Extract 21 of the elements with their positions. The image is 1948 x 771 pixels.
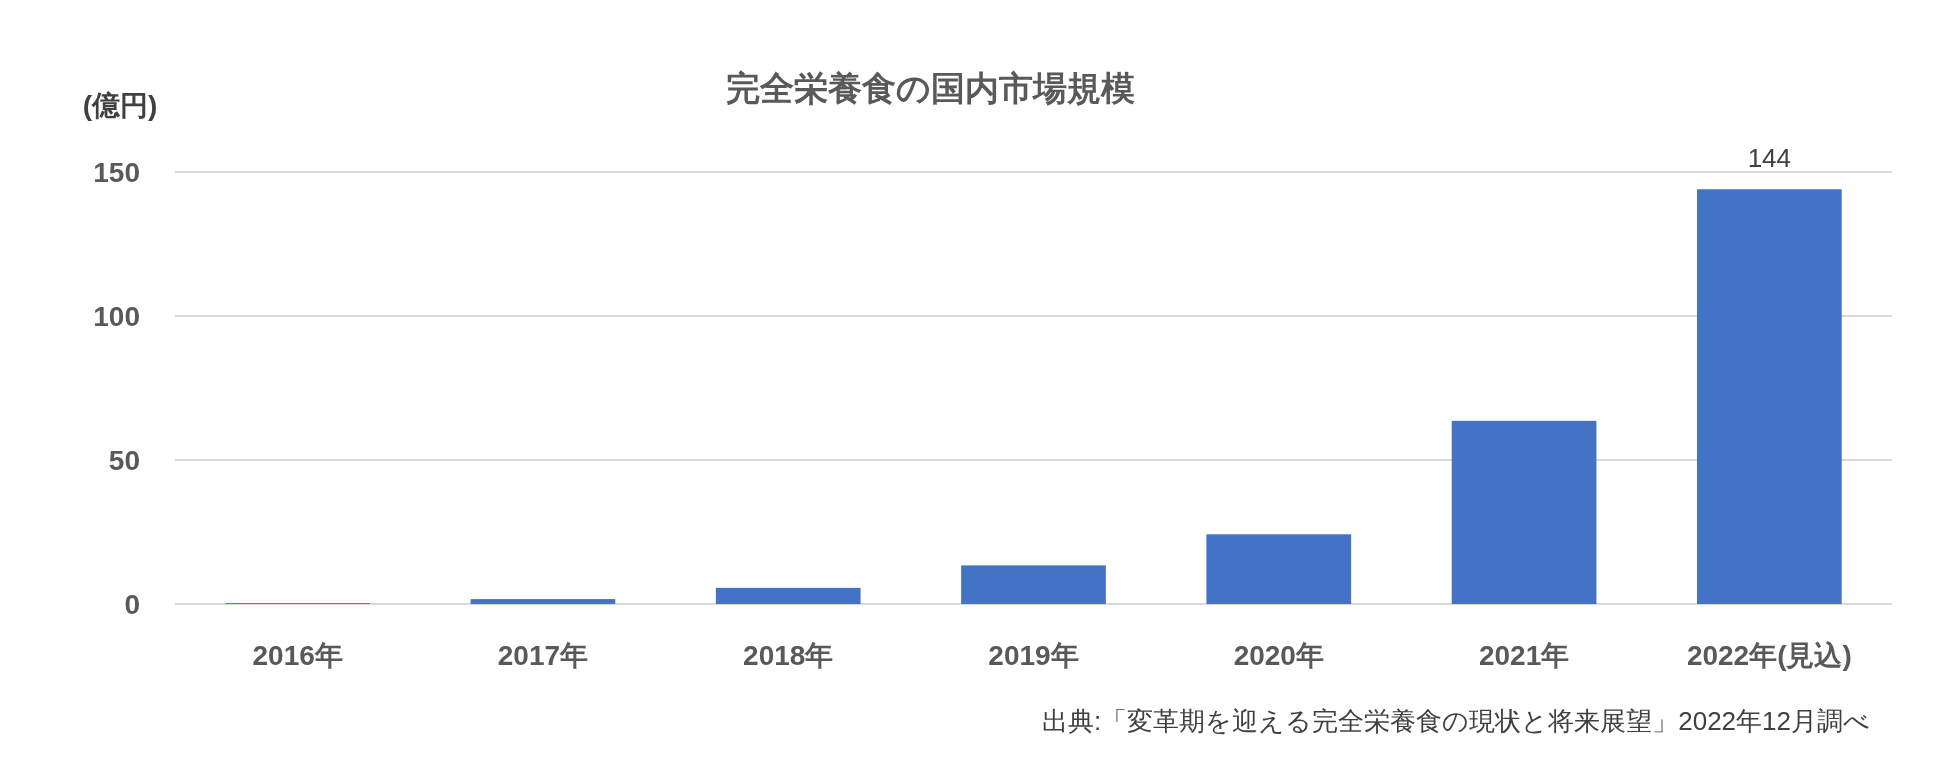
bar (1206, 534, 1352, 604)
bar (961, 565, 1106, 604)
x-tick-label: 2017年 (497, 640, 589, 671)
y-tick-label: 50 (108, 445, 140, 476)
bar (715, 587, 861, 604)
x-tick-label: 2020年 (1233, 640, 1324, 671)
x-tick-label: 2019年 (988, 640, 1079, 671)
y-tick-label: 150 (93, 157, 140, 188)
chart-title: 完全栄養食の国内市場規模 (725, 69, 1135, 107)
y-tick-label: 0 (124, 589, 140, 620)
x-tick-label: 2016年 (252, 640, 343, 671)
bar (1451, 420, 1597, 604)
data-label: 144 (1747, 143, 1792, 174)
x-tick-label: 2021年 (1478, 640, 1570, 671)
bar (1697, 189, 1842, 604)
y-axis-title: (億円) (82, 90, 158, 121)
x-tick-label: 2018年 (743, 640, 834, 671)
bar (470, 599, 616, 604)
source-note: 出典:「変革期を迎える完全栄養食の現状と将来展望」2022年12月調べ (1042, 706, 1870, 736)
y-tick-label: 100 (93, 301, 140, 332)
x-tick-label: 2022年(見込) (1686, 640, 1852, 671)
